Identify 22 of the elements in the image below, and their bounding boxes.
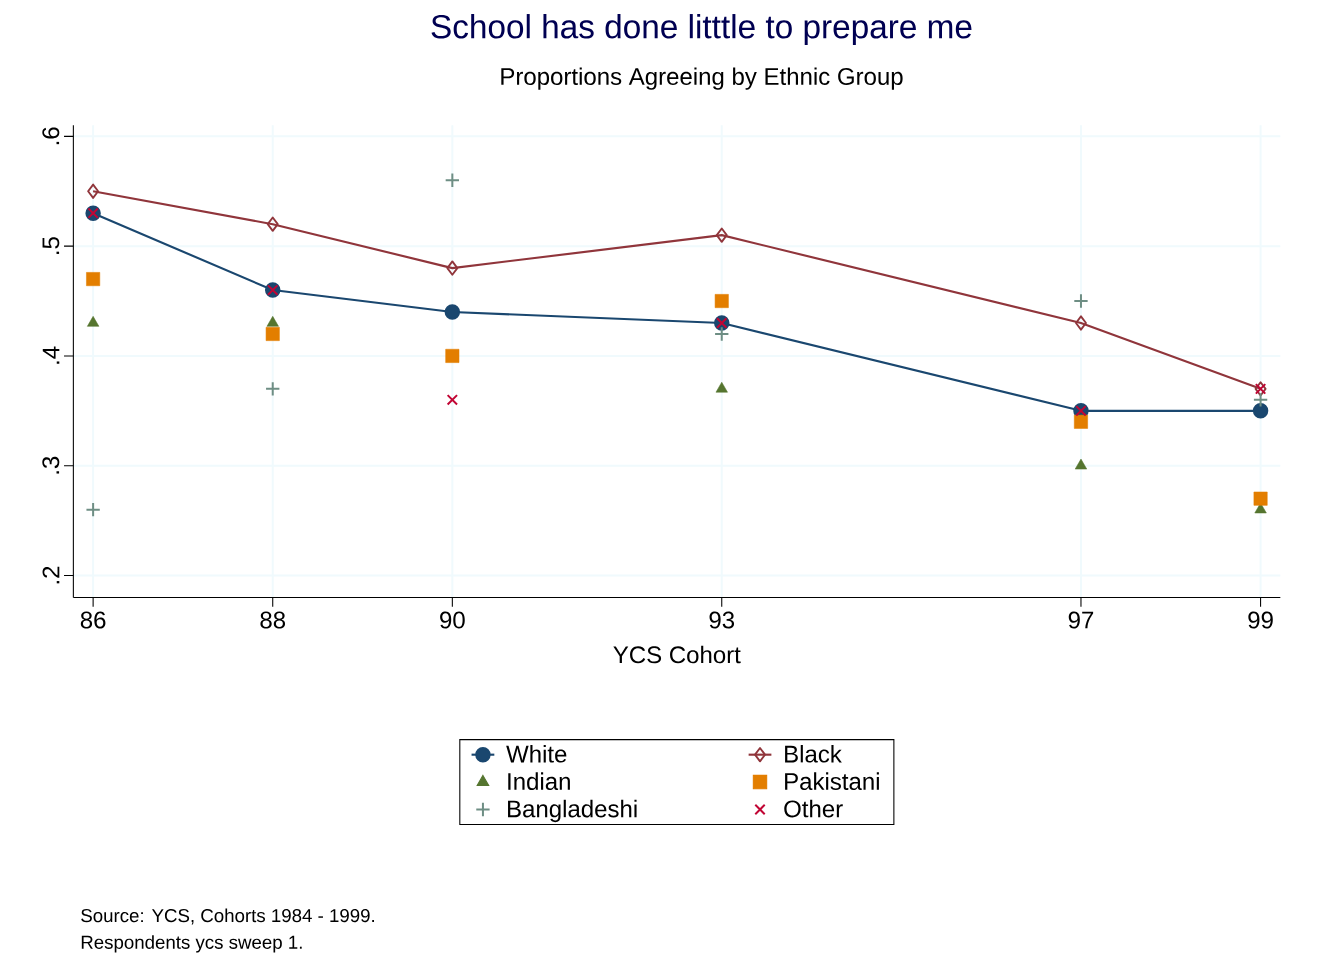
x-tick-label: 86 xyxy=(80,611,106,629)
x-tick-label: 99 xyxy=(1248,611,1273,629)
text: Respondents ycs sweep 1. xyxy=(81,935,302,953)
source-note: Source: YCS, Cohorts 1984 - 1999. xyxy=(81,908,374,925)
legend-label: Black xyxy=(785,744,842,763)
legend-label: Indian xyxy=(508,772,570,790)
legend-label: Other xyxy=(784,799,843,818)
legend-label: White xyxy=(506,744,567,763)
x-tick-label: 93 xyxy=(709,611,735,629)
x-tick-label: 88 xyxy=(260,611,286,629)
x-axis-title: YCS Cohort xyxy=(613,645,741,664)
chart-title: School has done litttle to prepare me xyxy=(431,13,972,46)
legend-label: Bangladeshi xyxy=(508,799,637,823)
y-tick-label: .5 xyxy=(42,237,60,254)
y-tick-label: .3 xyxy=(42,456,60,474)
y-tick-label: .4 xyxy=(42,346,60,364)
x-tick-label: 90 xyxy=(440,611,465,629)
x-tick-label: 97 xyxy=(1068,611,1094,629)
chart-subtitle: Proportions Agreeing by Ethnic Group xyxy=(501,67,903,90)
legend-label: Pakistani xyxy=(785,772,879,790)
y-tick-label: .2 xyxy=(42,566,60,584)
y-tick-label: .6 xyxy=(42,127,60,145)
